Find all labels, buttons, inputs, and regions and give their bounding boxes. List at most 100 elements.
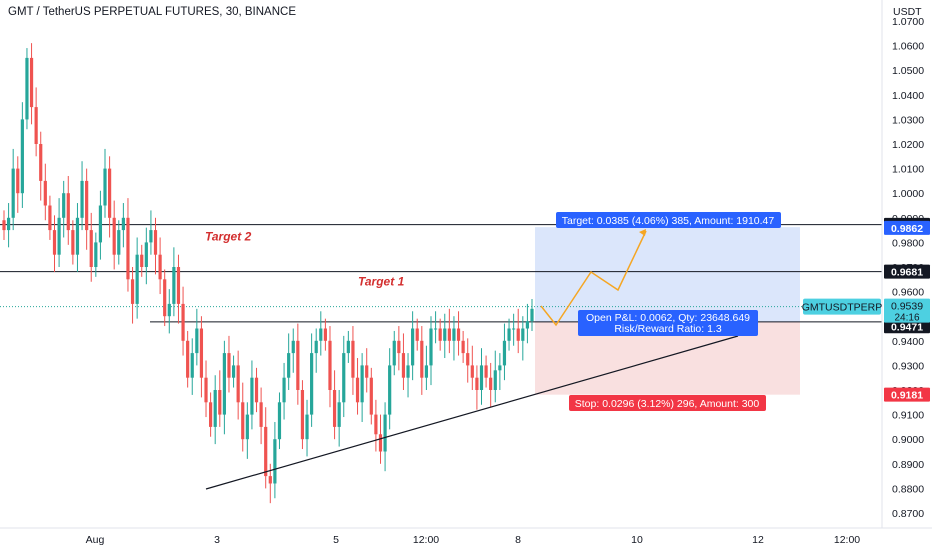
stop-info-text: Stop: 0.0296 (3.12%) 296, Amount: 300 <box>575 398 760 410</box>
candle-body <box>34 107 38 144</box>
candle-body <box>153 230 158 255</box>
candle-body <box>89 230 93 267</box>
candle-body <box>438 328 442 341</box>
candle-body <box>39 144 43 181</box>
candle-body <box>305 414 309 440</box>
price-tick: 1.0000 <box>892 188 924 200</box>
candle-body <box>424 365 428 378</box>
candle-body <box>245 414 249 440</box>
candle-body <box>204 377 208 403</box>
candle-body <box>401 353 406 378</box>
time-tick: 3 <box>214 534 220 546</box>
candle-body <box>332 390 337 427</box>
candle-body <box>48 205 52 231</box>
price-tick: 0.8700 <box>892 508 924 520</box>
candle-body <box>452 328 456 341</box>
target-info-bg <box>556 212 781 228</box>
price-tick: 0.9400 <box>892 336 924 348</box>
candle-body <box>328 340 332 390</box>
candle-body <box>163 279 167 317</box>
candle-body <box>521 328 525 341</box>
candle-body <box>456 328 461 341</box>
candle-body <box>461 340 465 354</box>
target-info-text: Target: 0.0385 (4.06%) 385, Amount: 1910… <box>562 215 775 227</box>
candle-body <box>126 217 130 280</box>
candle-body <box>209 402 213 427</box>
candle-body <box>25 57 29 120</box>
candle-body <box>268 476 272 484</box>
candle-body <box>250 377 254 415</box>
candle-body <box>319 328 323 341</box>
candle-body <box>475 377 479 390</box>
candle-body <box>337 402 341 427</box>
trendline-price-badge-bg <box>884 319 930 334</box>
arrow-head-icon <box>639 229 646 236</box>
candle-body <box>231 365 236 378</box>
candle-body <box>181 303 185 341</box>
price-tick: 1.0300 <box>892 114 924 126</box>
price-tick: 1.0200 <box>892 139 924 151</box>
candle-body <box>525 321 530 329</box>
candle-body <box>130 279 135 304</box>
projected-path[interactable] <box>540 230 647 327</box>
candle-body <box>383 414 387 452</box>
take-profit-price-badge: 0.9862 <box>884 220 930 235</box>
chart-title: GMT / TetherUS PERPETUAL FUTURES, 30, BI… <box>8 6 296 18</box>
time-tick: 12:00 <box>413 534 439 546</box>
candle-body <box>149 230 153 243</box>
price-tick: 0.9800 <box>892 237 924 249</box>
current-price-text: 0.9539 <box>891 301 923 313</box>
candle-body <box>62 193 66 218</box>
price-tick: 1.0100 <box>892 164 924 176</box>
candle-body <box>75 217 80 255</box>
candle-body <box>6 217 11 231</box>
candle-body <box>254 377 259 403</box>
time-tick: 8 <box>515 534 521 546</box>
target-info-label: Target: 0.0385 (4.06%) 385, Amount: 1910… <box>556 212 781 228</box>
symbol-badge-bg <box>803 298 881 315</box>
candle-body <box>282 377 286 403</box>
countdown-text: 24:16 <box>894 313 919 324</box>
ascending-trendline[interactable] <box>205 335 739 490</box>
candle-body <box>140 254 144 267</box>
price-axis-unit: USDT <box>893 6 922 18</box>
candle-body <box>241 402 245 440</box>
price-tick: 0.8900 <box>892 459 924 471</box>
take-profit-price-badge-bg <box>884 220 930 235</box>
candle-body <box>291 340 295 354</box>
price-tick: 1.0500 <box>892 65 924 77</box>
candle-body <box>112 217 116 255</box>
trendline-price-badge: 0.9471 <box>884 319 930 334</box>
candle-body <box>406 365 410 378</box>
candle-body <box>433 328 438 330</box>
candle-body <box>273 439 277 484</box>
price-tick: 0.9100 <box>892 410 924 422</box>
candle-body <box>502 340 507 366</box>
candle-body <box>167 303 171 317</box>
candle-body <box>186 340 190 378</box>
candle-body <box>507 328 511 341</box>
profit-zone <box>535 227 800 322</box>
stop-info-bg <box>569 395 766 411</box>
candle-body <box>277 402 282 440</box>
candle-body <box>342 353 346 403</box>
candle-body <box>355 377 360 403</box>
candle-body <box>429 328 433 366</box>
candle-body <box>236 365 240 403</box>
pnl-info-bg <box>578 310 758 336</box>
candle-body <box>52 230 57 255</box>
candle-body <box>388 365 392 415</box>
time-tick: 5 <box>333 534 339 546</box>
price-tick: 1.0400 <box>892 90 924 102</box>
candle-body <box>259 402 263 427</box>
candle-body <box>443 328 447 341</box>
candle-body <box>16 168 20 194</box>
candle-body <box>176 267 181 304</box>
candlestick-series <box>2 43 534 504</box>
price-tick: 1.0600 <box>892 41 924 53</box>
target1-price-badge-bg <box>884 264 930 279</box>
candle-body <box>66 193 70 231</box>
time-tick: 12:00 <box>834 534 860 546</box>
